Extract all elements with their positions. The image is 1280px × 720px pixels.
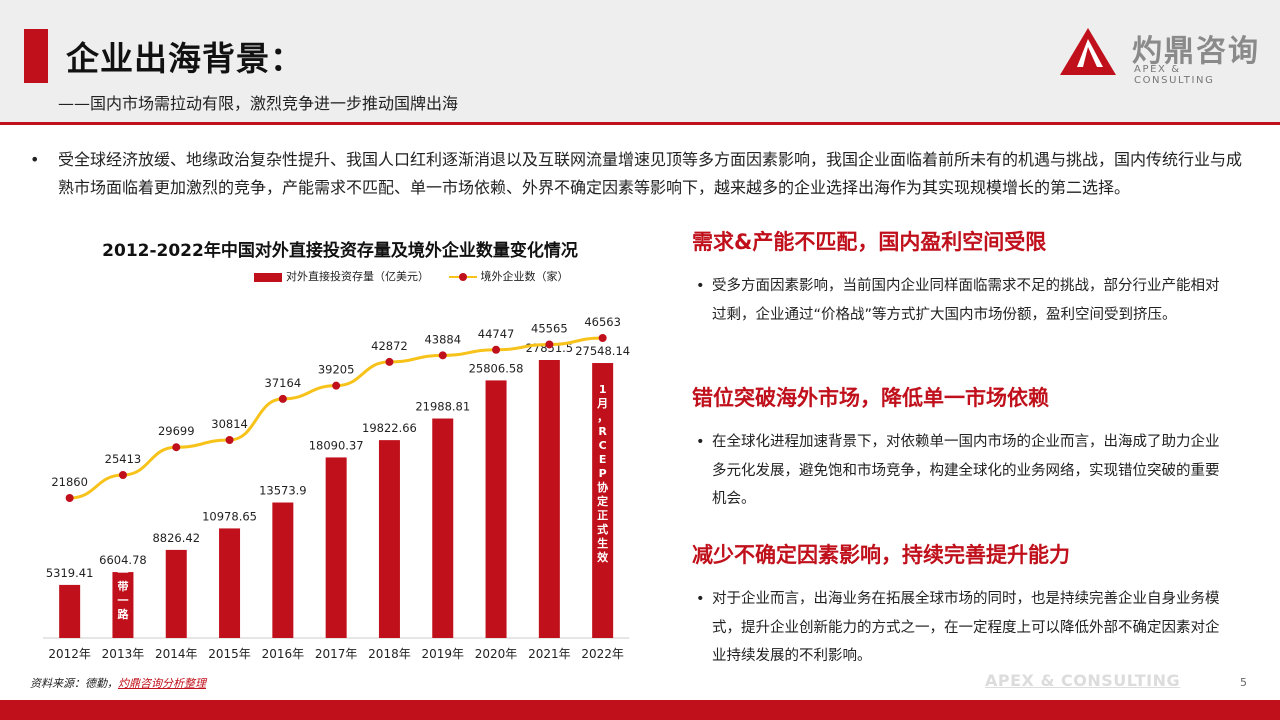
legend-item-bar: 对外直接投资存量（亿美元） — [254, 268, 429, 284]
line-point-2020年 — [492, 345, 501, 354]
bar-label-2019年: 21988.81 — [415, 400, 470, 414]
line-point-2021年 — [545, 340, 554, 349]
section-body: • 对于企业而言，出海业务在拓展全球市场的同时，也是持续完善企业自身业务模式，提… — [692, 585, 1232, 671]
legend-line-swatch — [448, 272, 477, 282]
section-heading: 错位突破海外市场，降低单一市场依赖 — [692, 386, 1049, 410]
line-point-2016年 — [278, 394, 287, 403]
bar-label-2020年: 25806.58 — [469, 361, 524, 375]
header-band — [0, 0, 1280, 122]
line-point-2015年 — [225, 436, 234, 445]
x-tick-label: 2013年 — [102, 647, 145, 661]
x-tick-label: 2015年 — [208, 647, 251, 661]
legend-line-label: 境外企业数（家） — [480, 270, 569, 283]
section-text: 在全球化进程加速背景下，对依赖单一国内市场的企业而言，出海成了助力企业多元化发展… — [712, 434, 1220, 507]
bar-label-2014年: 8826.42 — [152, 531, 200, 545]
section-bullet: • — [696, 591, 705, 607]
bar-annotation-2022年: 1 月， R C E P 协定正式生效 — [596, 383, 609, 564]
section-heading: 减少不确定因素影响，持续完善提升能力 — [692, 543, 1070, 567]
header-divider — [0, 122, 1280, 125]
section-uncertainty: 减少不确定因素影响，持续完善提升能力 • 对于企业而言，出海业务在拓展全球市场的… — [692, 539, 1232, 671]
logo-triangle-icon — [1060, 28, 1116, 75]
bar-label-2018年: 19822.66 — [362, 421, 417, 435]
intro-paragraph: • 受全球经济放缓、地缘政治复杂性提升、我国人口红利逐渐消退以及互联网流量增速见… — [30, 146, 1245, 202]
footer-watermark: APEX & CONSULTING — [985, 671, 1181, 690]
line-point-2014年 — [172, 443, 181, 452]
bar-2014年 — [165, 549, 187, 638]
chart-legend: 对外直接投资存量（亿美元） 境外企业数（家） — [254, 268, 585, 284]
line-label-2014年: 29699 — [158, 424, 195, 438]
bar-label-2022年: 27548.14 — [575, 344, 630, 358]
section-bullet: • — [696, 434, 705, 450]
source-label: 资料来源：德勤， — [30, 677, 118, 690]
bar-2020年 — [485, 380, 507, 638]
legend-item-line: 境外企业数（家） — [448, 268, 569, 284]
bar-2017年 — [325, 457, 347, 638]
section-overseas-market: 错位突破海外市场，降低单一市场依赖 • 在全球化进程加速背景下，对依赖单一国内市… — [692, 382, 1232, 514]
x-tick-label: 2021年 — [528, 647, 571, 661]
enterprise-count-line — [69, 336, 603, 500]
line-label-2019年: 43884 — [424, 332, 461, 346]
line-point-2013年 — [118, 470, 127, 479]
intro-text: 受全球经济放缓、地缘政治复杂性提升、我国人口红利逐渐消退以及互联网流量增速见顶等… — [58, 150, 1243, 197]
bar-label-2013年: 6604.78 — [99, 553, 147, 567]
source-link[interactable]: 灼鼎咨询分析整理 — [118, 677, 206, 690]
line-point-2012年 — [65, 494, 74, 502]
section-text: 受多方面因素影响，当前国内企业同样面临需求不足的挑战，部分行业产能相对过剩，企业… — [712, 278, 1220, 323]
line-point-2022年 — [598, 334, 607, 342]
line-point-2018年 — [385, 357, 394, 366]
bar-2015年 — [219, 528, 241, 638]
x-tick-label: 2019年 — [421, 647, 464, 661]
section-body: • 受多方面因素影响，当前国内企业同样面临需求不足的挑战，部分行业产能相对过剩，… — [692, 272, 1232, 329]
chart-title: 2012-2022年中国对外直接投资存量及境外企业数量变化情况 — [102, 241, 578, 261]
bar-2021年 — [538, 360, 560, 638]
logo-subtitle: APEX & CONSULTING — [1134, 64, 1215, 86]
bar-label-2012年: 5319.41 — [46, 566, 94, 580]
page-subtitle: ——国内市场需拉动有限，激烈竞争进一步推动国牌出海 — [58, 94, 459, 113]
line-label-2013年: 25413 — [105, 452, 142, 466]
logo-name: 灼鼎咨询 — [1132, 34, 1260, 69]
x-tick-label: 2022年 — [581, 647, 624, 661]
line-point-2019年 — [438, 351, 447, 360]
source-note: 资料来源：德勤，灼鼎咨询分析整理 — [30, 675, 206, 691]
line-label-2020年: 44747 — [478, 327, 515, 341]
line-label-2021年: 45565 — [531, 321, 568, 335]
line-label-2022年: 46563 — [584, 315, 621, 329]
bar-2012年 — [59, 584, 81, 638]
line-label-2012年: 21860 — [51, 475, 88, 489]
section-demand-capacity: 需求&产能不匹配，国内盈利空间受限 • 受多方面因素影响，当前国内企业同样面临需… — [692, 226, 1232, 329]
x-tick-label: 2020年 — [475, 647, 518, 661]
footer-bar — [0, 700, 1280, 720]
line-label-2018年: 42872 — [371, 339, 408, 353]
section-bullet: • — [696, 278, 705, 294]
bar-annotation-2013年: 一带一路 — [117, 566, 129, 621]
section-text: 对于企业而言，出海业务在拓展全球市场的同时，也是持续完善企业自身业务模式，提升企… — [712, 591, 1220, 664]
bar-2022年 — [592, 363, 614, 638]
legend-bar-label: 对外直接投资存量（亿美元） — [286, 270, 429, 283]
page-title: 企业出海背景： — [66, 39, 304, 78]
bar-2016年 — [272, 502, 294, 638]
line-label-2015年: 30814 — [211, 417, 248, 431]
legend-bar-swatch — [254, 272, 282, 282]
x-tick-label: 2018年 — [368, 647, 411, 661]
x-tick-label: 2012年 — [48, 647, 91, 661]
line-point-2017年 — [332, 381, 341, 390]
bar-2018年 — [378, 440, 400, 638]
bar-2019年 — [432, 418, 454, 638]
section-body: • 在全球化进程加速背景下，对依赖单一国内市场的企业而言，出海成了助力企业多元化… — [692, 428, 1232, 514]
bar-label-2016年: 13573.9 — [259, 484, 307, 498]
x-tick-label: 2017年 — [315, 647, 358, 661]
bar-label-2017年: 18090.37 — [309, 438, 364, 452]
bar-label-2015年: 10978.65 — [202, 509, 257, 523]
section-heading: 需求&产能不匹配，国内盈利空间受限 — [692, 230, 1047, 254]
company-logo: 灼鼎咨询 APEX & CONSULTING — [1060, 28, 1260, 86]
line-label-2017年: 39205 — [318, 363, 355, 377]
x-tick-label: 2014年 — [155, 647, 198, 661]
intro-bullet: • — [30, 150, 40, 169]
bar-2013年 — [112, 572, 134, 638]
page-number: 5 — [1240, 676, 1247, 689]
line-label-2016年: 37164 — [265, 376, 302, 390]
x-tick-label: 2016年 — [262, 647, 305, 661]
title-accent-bar — [24, 29, 48, 83]
